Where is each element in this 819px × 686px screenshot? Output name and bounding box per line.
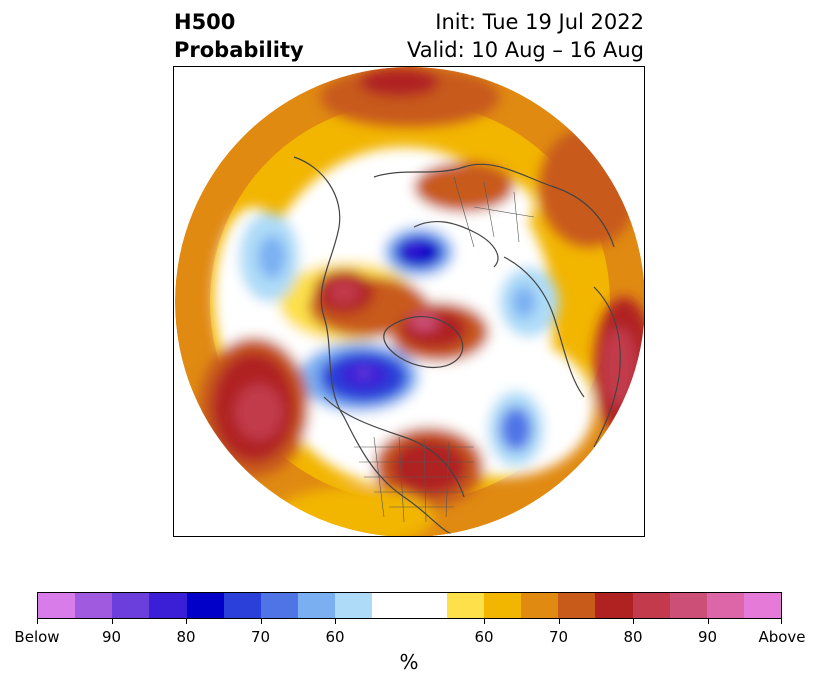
polar-map bbox=[175, 67, 644, 536]
coastline bbox=[373, 163, 615, 248]
colorbar-tick-mark bbox=[111, 619, 113, 624]
boundary-lines bbox=[373, 436, 450, 523]
positive-anomaly-europe bbox=[601, 327, 637, 407]
colorbar-tick-label: Below bbox=[14, 628, 60, 646]
positive-anomaly-greenland bbox=[400, 309, 468, 349]
boundary-lines bbox=[453, 176, 535, 248]
colorbar-segment bbox=[409, 593, 447, 618]
valid-range: Valid: 10 Aug – 16 Aug bbox=[406, 38, 644, 62]
colorbar-tick-label: 60 bbox=[474, 628, 494, 646]
colorbar-segment bbox=[112, 593, 150, 618]
positive-anomaly-eastern-us bbox=[391, 439, 467, 495]
colorbar-tick-mark bbox=[484, 619, 485, 624]
colorbar-segment bbox=[149, 593, 187, 618]
negative-anomaly-scandinavia bbox=[512, 286, 536, 318]
colorbar-segment bbox=[743, 593, 782, 618]
positive-anomaly-russia bbox=[414, 162, 514, 212]
negative-anomaly-pacific bbox=[258, 235, 286, 279]
title-right: Init: Tue 19 Jul 2022 Valid: 10 Aug – 16… bbox=[407, 8, 644, 64]
title-field: Probability bbox=[174, 38, 304, 62]
colorbar-tick-label: 60 bbox=[325, 628, 345, 646]
coastline bbox=[323, 396, 465, 498]
positive-anomaly-central-pacific bbox=[235, 384, 283, 440]
colorbar-segment bbox=[521, 593, 559, 618]
colorbar-segment bbox=[260, 593, 299, 618]
colorbar-segment bbox=[558, 593, 596, 618]
colorbar-segment bbox=[75, 593, 113, 618]
colorbar-tick-label: 70 bbox=[548, 628, 569, 646]
init-date: Init: Tue 19 Jul 2022 bbox=[435, 10, 644, 34]
title-left: H500 Probability bbox=[174, 8, 304, 64]
negative-anomaly-canada bbox=[356, 368, 372, 378]
colorbar-tick-mark bbox=[260, 619, 262, 624]
positive-anomaly-arctic bbox=[328, 280, 360, 304]
greenland-outline bbox=[383, 315, 464, 369]
coastline bbox=[293, 156, 465, 536]
coastline bbox=[593, 286, 621, 448]
colorbar-segment bbox=[186, 593, 224, 618]
colorbar-segment bbox=[335, 593, 373, 618]
colorbar-tick-label: 80 bbox=[623, 628, 643, 646]
colorbar-tick-mark bbox=[186, 619, 187, 624]
map-panel bbox=[173, 66, 645, 537]
colorbar-segment bbox=[223, 593, 261, 618]
negative-anomaly-siberia bbox=[404, 242, 424, 256]
title-variable: H500 bbox=[174, 10, 236, 34]
colorbar-segment bbox=[38, 593, 76, 618]
positive-anomaly-greenland bbox=[410, 313, 438, 331]
colorbar-tick-mark bbox=[558, 619, 560, 624]
colorbar-tick-mark bbox=[37, 619, 38, 624]
colorbar bbox=[37, 592, 782, 619]
colorbar-tick-label: 90 bbox=[101, 628, 122, 646]
colorbar-segment bbox=[669, 593, 707, 618]
colorbar-segment bbox=[372, 593, 410, 618]
colorbar-tick-mark bbox=[781, 619, 782, 624]
colorbar-segment bbox=[446, 593, 484, 618]
colorbar-segment bbox=[632, 593, 670, 618]
colorbar-segment bbox=[595, 593, 633, 618]
colorbar-unit: % bbox=[399, 650, 419, 674]
colorbar-tick-label: 90 bbox=[697, 628, 718, 646]
colorbar-segment bbox=[298, 593, 336, 618]
colorbar-tick-mark bbox=[707, 619, 709, 624]
negative-anomaly-atlantic bbox=[500, 407, 532, 451]
colorbar-segment bbox=[483, 593, 522, 618]
positive-anomaly-north bbox=[359, 67, 439, 97]
political-boundaries bbox=[354, 176, 535, 523]
colorbar-tick-label: Above bbox=[758, 628, 806, 646]
coastline bbox=[503, 256, 585, 398]
coastlines bbox=[293, 156, 621, 536]
colorbar-tick-label: 80 bbox=[176, 628, 196, 646]
coastline bbox=[413, 221, 499, 268]
colorbar-tick-label: 70 bbox=[250, 628, 271, 646]
colorbar-tick-mark bbox=[633, 619, 634, 624]
boundary-lines bbox=[354, 446, 474, 508]
colorbar-tick-mark bbox=[335, 619, 336, 624]
colorbar-segment bbox=[706, 593, 744, 618]
